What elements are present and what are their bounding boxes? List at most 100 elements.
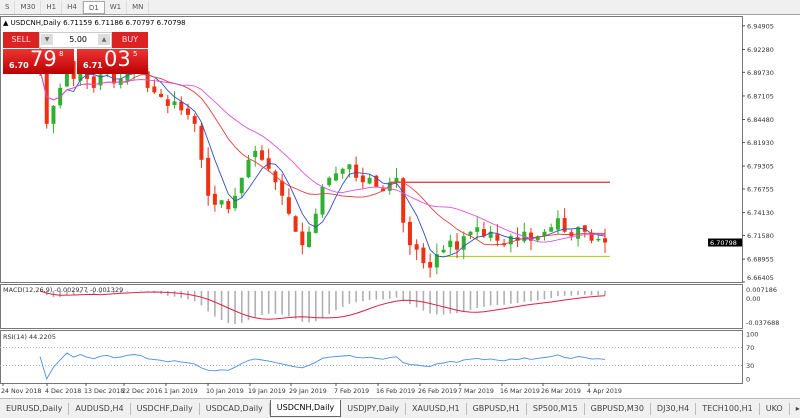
chart-window[interactable]: 6.94905 6.92280 6.89730 6.87105 6.84480 6.819… — [0, 16, 800, 397]
candle-body — [448, 240, 453, 248]
rsi-tick-label: 100 — [746, 331, 758, 339]
timeframe-h1[interactable]: H1 — [41, 0, 63, 14]
sell-price[interactable]: 6.70 79 8 — [3, 47, 74, 74]
price-tick-label: 6.71580 — [747, 232, 774, 240]
candle-body — [233, 195, 238, 209]
price-chart[interactable]: 6.94905 6.92280 6.89730 6.87105 6.84480 6.819… — [0, 16, 800, 397]
candle-body — [394, 177, 399, 183]
candle-body — [179, 101, 184, 111]
timeframe-s[interactable]: S — [0, 0, 16, 14]
increase-lot-icon[interactable]: ▲ — [98, 34, 110, 45]
candle-body — [307, 231, 312, 248]
candle-body — [253, 150, 258, 158]
candle-body — [367, 177, 372, 184]
chart-tab[interactable]: XAUUSD,H1 — [406, 402, 467, 415]
candle-body — [239, 177, 244, 194]
date-tick-label: 10 Jan 2019 — [206, 388, 244, 395]
chart-tab[interactable]: TECH100,H1 — [696, 402, 760, 415]
price-tick-label: 6.76755 — [747, 185, 774, 193]
candle-body — [259, 150, 264, 160]
chart-tab[interactable]: AUDUSD,H4 — [69, 402, 131, 415]
price-tick-label: 6.92280 — [747, 46, 774, 54]
candle-body — [555, 218, 560, 230]
candle-body — [286, 197, 291, 214]
candle-body — [381, 188, 386, 192]
candle-body — [340, 168, 345, 174]
candle-body — [347, 164, 352, 170]
date-tick-label: 13 Dec 2018 — [84, 388, 124, 395]
ohlc-label: 6.71159 6.71186 6.70797 6.70798 — [63, 19, 186, 27]
macd-tick-label: 0.007186 — [746, 286, 777, 294]
sell-price-pip: 8 — [59, 50, 64, 58]
candle-body — [172, 101, 177, 106]
candle-body — [280, 181, 285, 196]
chart-tab[interactable]: GBPUSD,M30 — [585, 402, 651, 415]
price-tick-label: 6.89730 — [747, 69, 774, 77]
tab-scroll-right-icon[interactable]: ▸ — [790, 403, 800, 415]
date-tick-label: 26 Feb 2019 — [418, 388, 457, 395]
current-price-label: 6.70798 — [710, 239, 737, 247]
chart-tabs: EURUSD,Daily AUDUSD,H4 USDCHF,Daily USDCAD,… — [0, 398, 800, 418]
decrease-lot-icon[interactable]: ▼ — [41, 34, 53, 45]
candle-body — [165, 99, 170, 106]
candle-body — [152, 86, 157, 93]
timeframe-m30[interactable]: M30 — [15, 0, 42, 14]
chart-tab[interactable]: GBPUSD,H1 — [467, 402, 527, 415]
chart-tab[interactable]: USDCHF,Daily — [131, 402, 200, 415]
candle-body — [582, 225, 587, 232]
main-panel-frame — [0, 16, 743, 283]
date-tick-label: 4 Dec 2018 — [45, 388, 81, 395]
timeframe-d1[interactable]: D1 — [82, 0, 105, 14]
chart-tab[interactable]: UKO — [760, 402, 790, 415]
chart-tab[interactable]: USDJPY,Daily — [341, 402, 407, 415]
date-tick-label: 19 Jan 2019 — [248, 388, 286, 395]
price-tick-label: 6.68955 — [747, 256, 774, 264]
candle-body — [374, 175, 379, 187]
candle-body — [407, 221, 412, 246]
candle-body — [589, 232, 594, 241]
lot-size-input[interactable]: 5.00 — [39, 32, 112, 48]
chart-tab[interactable]: DJ30,H4 — [651, 402, 697, 415]
timeframe-w1[interactable]: W1 — [105, 0, 128, 14]
candle-body — [461, 236, 466, 250]
timeframe-toolbar: S M30 H1 H4 D1 W1 MN — [0, 0, 800, 15]
timeframe-h4[interactable]: H4 — [62, 0, 83, 14]
macd-tick-label: -0.037688 — [746, 319, 779, 327]
rsi-tick-label: 0 — [746, 376, 750, 384]
rsi-panel-frame — [0, 330, 743, 384]
timeframe-mn[interactable]: MN — [127, 0, 150, 14]
candle-body — [273, 171, 278, 183]
candle-body — [562, 217, 567, 232]
chart-tab[interactable]: EURUSD,Daily — [0, 402, 70, 415]
candle-body — [421, 247, 426, 264]
chart-tab[interactable]: SP500,M15 — [527, 402, 585, 415]
candle-body — [495, 234, 500, 241]
price-tick-label: 6.74130 — [747, 209, 774, 217]
candle-body — [159, 93, 164, 97]
candle-body — [488, 231, 493, 238]
date-tick-label: 24 Nov 2018 — [1, 388, 41, 395]
candle-body — [219, 200, 224, 205]
buy-price-prefix: 6.71 — [83, 61, 103, 70]
candle-body — [192, 116, 197, 124]
chart-tab[interactable]: USDCNH,Daily — [269, 400, 342, 417]
buy-price[interactable]: 6.71 03 5 — [77, 47, 148, 74]
candle-body — [98, 74, 103, 86]
moving-average-line — [39, 69, 606, 258]
date-tick-label: 7 Mar 2019 — [458, 388, 494, 395]
candle-body — [91, 76, 96, 88]
rsi-label: RSI(14) 44.2205 — [3, 333, 56, 341]
candle-body — [535, 236, 540, 241]
sell-button[interactable]: SELL — [3, 32, 39, 48]
buy-button[interactable]: BUY — [112, 32, 148, 48]
candle-body — [455, 241, 460, 250]
chart-tab[interactable]: USDCAD,Daily — [200, 402, 270, 415]
candle-body — [428, 262, 433, 268]
candle-body — [333, 173, 338, 181]
candle-body — [327, 177, 332, 186]
candle-body — [542, 231, 547, 237]
price-tick-label: 6.94905 — [747, 22, 774, 30]
candle-body — [185, 108, 190, 115]
sell-price-prefix: 6.70 — [9, 61, 29, 70]
price-tick-label: 6.84480 — [747, 116, 774, 124]
